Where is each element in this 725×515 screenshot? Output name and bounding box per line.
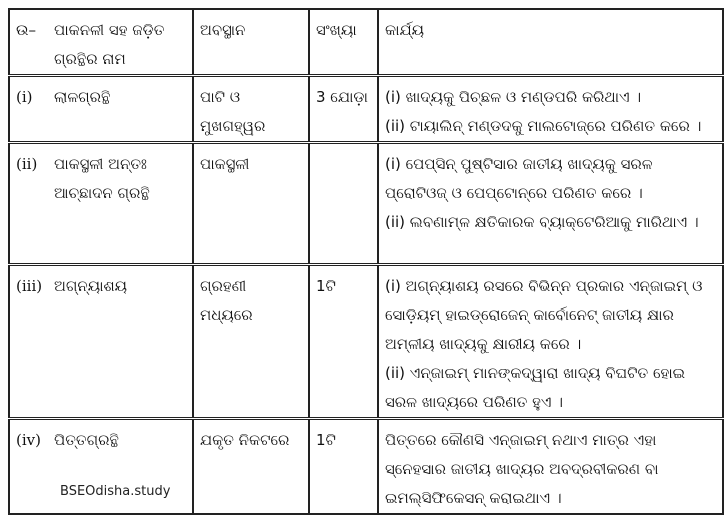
- location: ପାଟି ଓ ମୁଖଗହ୍ୱର: [192, 74, 310, 144]
- count: [308, 141, 379, 266]
- functions: (i) ଖାଦ୍ୟକୁ ପିଚ୍ଛଳ ଓ ମଣ୍ଡପରି କରିଥାଏ । (ii…: [377, 74, 724, 144]
- table-row: (iv) ପିତ୍ତଗ୍ରନ୍ଥି ଯକୃତ ନିକଟରେ 1ଟି ପିତ୍ତରେ…: [8, 417, 724, 515]
- table-row: (i) ଲାଳଗ୍ରନ୍ଥି ପାଟି ଓ ମୁଖଗହ୍ୱର 3 ଯୋଡ଼ା (i…: [8, 74, 724, 144]
- function-item: (ii) ଲବଣାମ୍ଳ କ୍ଷତିକାରକ ବ୍ୟାକ୍ଟେରିଆକୁ ମାର…: [385, 213, 699, 231]
- row-number: (iii): [16, 277, 43, 295]
- functions: ପିତ୍ତରେ କୌଣସି ଏନ୍‌ଜାଇମ୍ ନଥାଏ ମାତ୍ର ଏହା ସ…: [377, 417, 724, 515]
- header-name-cell: ଉ– ପାକନଳୀ ସହ ଜଡ଼ିତ ଗ୍ରନ୍ଥିର ନାମ: [8, 8, 194, 77]
- gland-name: ପିତ୍ତଗ୍ରନ୍ଥି: [54, 431, 119, 449]
- gland-cell: (iii) ଅଗ୍ନ୍ୟାଶୟ: [8, 263, 194, 420]
- location: ଯକୃତ ନିକଟରେ: [192, 417, 310, 515]
- function-item: (i) ପେପ୍‌ସିନ୍ ପୁଷ୍ଟିସାର ଜାତୀୟ ଖାଦ୍ୟକୁ ସର…: [385, 155, 653, 202]
- row-number: (iv): [16, 431, 41, 449]
- count: 1ଟି: [308, 263, 379, 420]
- functions: (i) ଅଗ୍ନ୍ୟାଶୟ ରସରେ ବିଭିନ୍ନ ପ୍ରକାର ଏନ୍‌ଜା…: [377, 263, 724, 420]
- header-count: ସଂଖ୍ୟା: [308, 8, 379, 77]
- gland-name: ପାକସ୍ଥଳୀ ଅନ୍ତଃ ଆଚ୍ଛାଦନ ଗ୍ରନ୍ଥି: [54, 155, 150, 202]
- function-item: (i) ଖାଦ୍ୟକୁ ପିଚ୍ଛଳ ଓ ମଣ୍ଡପରି କରିଥାଏ ।: [385, 88, 642, 106]
- gland-name: ଲାଳଗ୍ରନ୍ଥି: [54, 88, 111, 106]
- header-label: ଉ–: [16, 21, 36, 39]
- count: 1ଟି: [308, 417, 379, 515]
- header-function: କାର୍ଯ୍ୟ: [377, 8, 724, 77]
- function-item: (ii) ଟାୟାଲିନ୍ ମଣ୍ଡଦକୁ ମାଲଟୋଜ୍‌ରେ ପରିଣତ କ…: [385, 117, 702, 135]
- table-row: (ii) ପାକସ୍ଥଳୀ ଅନ୍ତଃ ଆଚ୍ଛାଦନ ଗ୍ରନ୍ଥି ପାକସ୍…: [8, 141, 724, 266]
- gland-cell: (ii) ପାକସ୍ଥଳୀ ଅନ୍ତଃ ଆଚ୍ଛାଦନ ଗ୍ରନ୍ଥି: [8, 141, 194, 266]
- count: 3 ଯୋଡ଼ା: [308, 74, 379, 144]
- watermark: BSEOdisha.study: [60, 484, 171, 499]
- header-row: ଉ– ପାକନଳୀ ସହ ଜଡ଼ିତ ଗ୍ରନ୍ଥିର ନାମ ଅବସ୍ଥାନ ସ…: [8, 8, 724, 77]
- header-location: ଅବସ୍ଥାନ: [192, 8, 310, 77]
- gland-cell: (iv) ପିତ୍ତଗ୍ରନ୍ଥି: [8, 417, 194, 515]
- functions: (i) ପେପ୍‌ସିନ୍ ପୁଷ୍ଟିସାର ଜାତୀୟ ଖାଦ୍ୟକୁ ସର…: [377, 141, 724, 266]
- table-row: (iii) ଅଗ୍ନ୍ୟାଶୟ ଗ୍ରହଣୀ ମଧ୍ୟରେ 1ଟି (i) ଅଗ୍…: [8, 263, 724, 420]
- gland-cell: (i) ଲାଳଗ୍ରନ୍ଥି: [8, 74, 194, 144]
- location: ଗ୍ରହଣୀ ମଧ୍ୟରେ: [192, 263, 310, 420]
- function-item: ପିତ୍ତରେ କୌଣସି ଏନ୍‌ଜାଇମ୍ ନଥାଏ ମାତ୍ର ଏହା ସ…: [385, 431, 659, 507]
- row-number: (i): [16, 88, 33, 106]
- gland-name: ଅଗ୍ନ୍ୟାଶୟ: [54, 277, 128, 295]
- header-name: ପାକନଳୀ ସହ ଜଡ଼ିତ ଗ୍ରନ୍ଥିର ନାମ: [54, 21, 165, 68]
- row-number: (ii): [16, 155, 38, 173]
- function-item: (ii) ଏନ୍‌ଜାଇମ୍ ମାନଙ୍କଦ୍ୱାରା ଖାଦ୍ୟ ବିଘଟିତ…: [385, 364, 686, 411]
- digestive-glands-table: ଉ– ପାକନଳୀ ସହ ଜଡ଼ିତ ଗ୍ରନ୍ଥିର ନାମ ଅବସ୍ଥାନ ସ…: [8, 8, 724, 515]
- function-item: (i) ଅଗ୍ନ୍ୟାଶୟ ରସରେ ବିଭିନ୍ନ ପ୍ରକାର ଏନ୍‌ଜା…: [385, 277, 703, 353]
- location: ପାକସ୍ଥଳୀ: [192, 141, 310, 266]
